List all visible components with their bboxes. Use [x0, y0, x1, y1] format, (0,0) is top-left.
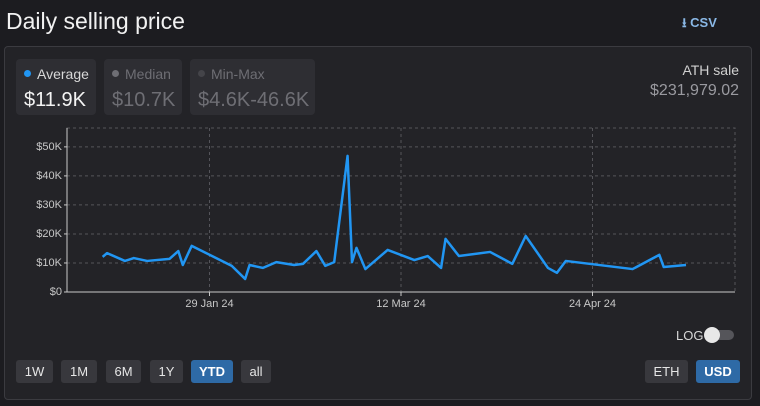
log-label: LOG — [676, 328, 704, 343]
y-tick-label: $0 — [50, 286, 62, 298]
stat-label-text: Average — [37, 66, 89, 82]
range-button[interactable]: all — [241, 360, 271, 383]
range-button[interactable]: YTD — [191, 360, 233, 383]
log-toggle-knob[interactable] — [704, 327, 720, 343]
stat-value: $10.7K — [112, 89, 176, 111]
y-tick-label: $50K — [36, 141, 62, 153]
y-tick-label: $40K — [36, 170, 62, 182]
y-tick-label: $20K — [36, 228, 62, 240]
stat-label-text: Median — [125, 66, 171, 82]
y-tick-label: $30K — [36, 199, 62, 211]
stat-label: Average — [24, 66, 89, 82]
range-button[interactable]: ETH — [645, 360, 688, 383]
ath-label: ATH sale — [682, 62, 739, 78]
stat-value: $4.6K-46.6K — [198, 89, 310, 111]
range-button[interactable]: 6M — [106, 360, 141, 383]
csv-label[interactable]: CSV — [690, 15, 717, 30]
stat-card[interactable]: Min-Max $4.6K-46.6K — [190, 59, 315, 115]
range-button[interactable]: 1Y — [150, 360, 183, 383]
stat-value: $11.9K — [24, 89, 86, 111]
range-button[interactable]: 1W — [16, 360, 53, 383]
stat-label: Min-Max — [198, 66, 265, 82]
stat-card[interactable]: Average $11.9K — [16, 59, 96, 115]
x-tick-label: 29 Jan 24 — [185, 298, 233, 310]
stat-label: Median — [112, 66, 171, 82]
x-tick-label: 24 Apr 24 — [569, 298, 616, 310]
stat-label-text: Min-Max — [211, 66, 265, 82]
csv-button[interactable]: ⭳ CSV — [682, 15, 717, 30]
range-button[interactable]: 1M — [61, 360, 97, 383]
log-toggle[interactable] — [706, 330, 734, 340]
ath-value: $231,979.02 — [650, 82, 739, 99]
stat-card[interactable]: Median $10.7K — [104, 59, 182, 115]
price-line — [101, 154, 687, 281]
y-tick-label: $10K — [36, 257, 62, 269]
title: Daily selling price — [6, 8, 185, 34]
x-tick-label: 12 Mar 24 — [376, 298, 426, 310]
range-button[interactable]: USD — [696, 360, 740, 383]
